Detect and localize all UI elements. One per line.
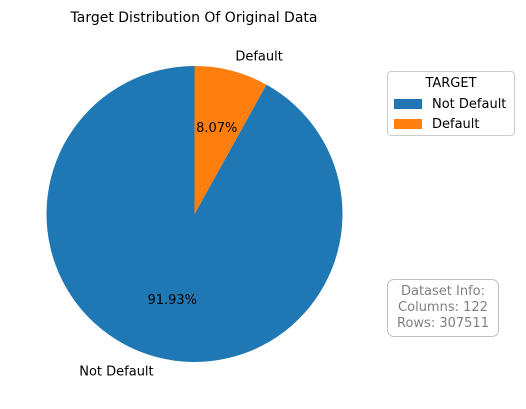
pie-slice-not-default xyxy=(46,66,343,362)
slice-label-not-default: Not Default xyxy=(79,365,153,380)
chart-title: Target Distribution Of Original Data xyxy=(70,10,318,26)
legend-item-not-default: Not Default xyxy=(394,96,506,112)
info-rows: Rows: 307511 xyxy=(397,316,489,331)
legend-label-default: Default xyxy=(432,116,480,132)
legend-swatch-not-default xyxy=(394,99,422,109)
legend-swatch-default xyxy=(394,119,422,129)
info-heading: Dataset Info: xyxy=(400,284,486,299)
legend-title: TARGET xyxy=(425,76,477,91)
pct-label-default: 8.07% xyxy=(196,121,237,136)
legend-label-not-default: Not Default xyxy=(432,96,507,112)
legend-item-default: Default xyxy=(394,116,480,132)
pie-slice-default xyxy=(194,66,267,214)
dataset-info-box: Dataset Info: Columns: 122 Rows: 307511 xyxy=(387,279,499,337)
info-columns: Columns: 122 xyxy=(398,300,488,315)
pct-label-not-default: 91.93% xyxy=(147,293,197,308)
slice-label-default: Default xyxy=(235,49,282,64)
legend: TARGET Not Default Default xyxy=(387,71,515,136)
